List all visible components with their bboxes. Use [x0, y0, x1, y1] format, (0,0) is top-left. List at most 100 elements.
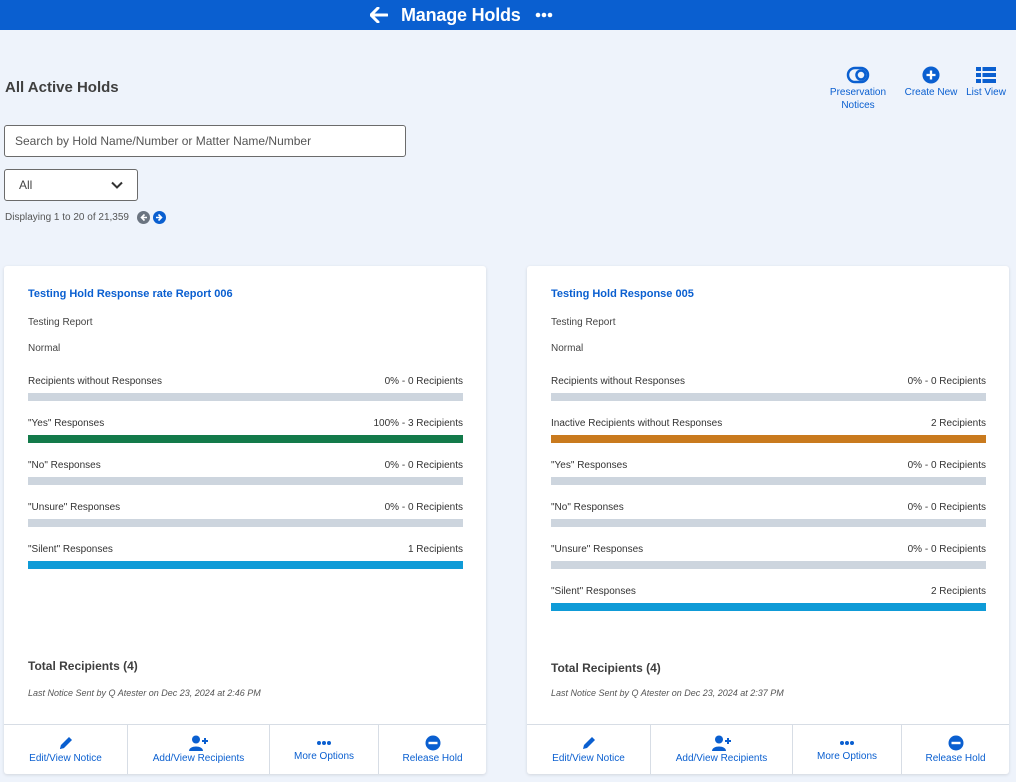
release-hold-label: Release Hold [925, 753, 986, 764]
more-horizontal-icon[interactable] [535, 5, 553, 25]
next-page-icon[interactable] [152, 211, 166, 224]
hold-name-link[interactable]: Testing Hold Response 005 [551, 288, 694, 300]
more-options-label: More Options [293, 751, 355, 762]
add-view-recipients-label: Add/View Recipients [675, 753, 768, 764]
metric-value: 0% - 0 Recipients [384, 376, 463, 387]
metric-bar [551, 561, 986, 569]
metric-bar [551, 603, 986, 611]
plus-circle-icon [922, 66, 940, 84]
metric-bar [28, 435, 463, 443]
list-grid-icon [976, 67, 996, 83]
metric-bar-fill [551, 603, 986, 611]
metric-label: "Yes" Responses [28, 418, 105, 429]
metric-row: "Silent" Responses 2 Recipients [551, 586, 986, 611]
top-bar-inner: Manage Holds [370, 0, 553, 30]
metric-label: "No" Responses [28, 460, 101, 471]
hold-priority: Normal [28, 343, 61, 354]
metric-bar [551, 519, 986, 527]
pencil-icon [59, 737, 72, 749]
ellipsis-icon [317, 741, 331, 745]
ellipsis-icon [840, 741, 854, 745]
more-options-label: More Options [816, 751, 878, 762]
metric-value: 100% - 3 Recipients [373, 418, 464, 429]
metric-value: 0% - 0 Recipients [907, 544, 986, 555]
matter-name: Testing Report [551, 317, 616, 328]
metric-label: "Unsure" Responses [28, 502, 121, 513]
total-recipients: Total Recipients (4) [551, 661, 661, 675]
add-view-recipients-button[interactable]: Add/View Recipients [651, 725, 793, 774]
hold-priority: Normal [551, 343, 584, 354]
last-notice: Last Notice Sent by Q Atester on Dec 23,… [28, 688, 261, 698]
metric-value: 0% - 0 Recipients [384, 502, 463, 513]
metric-value: 2 Recipients [930, 586, 986, 597]
create-new-label: Create New [904, 87, 958, 98]
page-title: All Active Holds [5, 79, 119, 96]
search-input[interactable] [4, 125, 406, 157]
hold-card: Testing Hold Response rate Report 006 Te… [4, 266, 486, 774]
metric-bar [551, 435, 986, 443]
pencil-icon [582, 737, 595, 749]
add-view-recipients-label: Add/View Recipients [152, 753, 245, 764]
list-view-button[interactable]: List View [964, 66, 1008, 112]
metric-label: Inactive Recipients without Responses [551, 418, 723, 429]
metric-value: 0% - 0 Recipients [907, 376, 986, 387]
preservation-notices-button[interactable]: Preservation Notices [828, 66, 888, 112]
minus-circle-icon [948, 735, 963, 751]
header-actions: Preservation Notices Create New List Vie… [828, 66, 1008, 112]
metric-row: "No" Responses 0% - 0 Recipients [551, 502, 986, 527]
last-notice: Last Notice Sent by Q Atester on Dec 23,… [551, 688, 784, 698]
metric-row: Recipients without Responses 0% - 0 Recip… [28, 376, 463, 401]
metric-bar [28, 561, 463, 569]
metric-label: "Silent" Responses [28, 544, 113, 555]
chevron-down-icon [111, 181, 123, 189]
edit-view-notice-label: Edit/View Notice [552, 753, 625, 764]
more-options-button[interactable]: More Options [270, 725, 379, 774]
status-filter-select[interactable]: All [4, 169, 138, 201]
metric-value: 0% - 0 Recipients [907, 502, 986, 513]
toggle-circles-icon [846, 66, 870, 84]
paging-text: Displaying 1 to 20 of 21,359 [5, 212, 129, 223]
card-footer: Edit/View Notice Add/View Recipients Mor… [527, 724, 1009, 774]
back-arrow-icon[interactable] [370, 5, 390, 25]
metric-bar [28, 393, 463, 401]
add-view-recipients-button[interactable]: Add/View Recipients [128, 725, 270, 774]
metric-row: Recipients without Responses 0% - 0 Recip… [551, 376, 986, 401]
metric-row: "Unsure" Responses 0% - 0 Recipients [28, 502, 463, 527]
more-options-button[interactable]: More Options [793, 725, 902, 774]
preservation-label-1: Preservation [829, 87, 887, 98]
metric-bar [551, 393, 986, 401]
edit-view-notice-button[interactable]: Edit/View Notice [527, 725, 651, 774]
metric-bar [28, 519, 463, 527]
hold-name-link[interactable]: Testing Hold Response rate Report 006 [28, 288, 233, 300]
metric-value: 2 Recipients [930, 418, 986, 429]
user-plus-icon [711, 735, 731, 751]
list-view-label: List View [966, 87, 1006, 98]
metric-row: "Unsure" Responses 0% - 0 Recipients [551, 544, 986, 569]
metric-row: "Yes" Responses 0% - 0 Recipients [551, 460, 986, 485]
previous-page-icon[interactable] [136, 211, 150, 224]
metric-row: "Yes" Responses 100% - 3 Recipients [28, 418, 463, 443]
create-new-button[interactable]: Create New [902, 66, 960, 112]
metric-bar-fill [28, 435, 463, 443]
metric-label: "No" Responses [551, 502, 624, 513]
metric-bar [551, 477, 986, 485]
metric-row: "No" Responses 0% - 0 Recipients [28, 460, 463, 485]
release-hold-button[interactable]: Release Hold [902, 725, 1009, 774]
user-plus-icon [188, 735, 208, 751]
metric-value: 1 Recipients [407, 544, 463, 555]
metric-label: "Unsure" Responses [551, 544, 644, 555]
release-hold-button[interactable]: Release Hold [379, 725, 486, 774]
edit-view-notice-button[interactable]: Edit/View Notice [4, 725, 128, 774]
matter-name: Testing Report [28, 317, 93, 328]
card-footer: Edit/View Notice Add/View Recipients Mor… [4, 724, 486, 774]
preservation-label-2: Notices [841, 100, 875, 111]
metric-bar-fill [551, 435, 986, 443]
metric-bar [28, 477, 463, 485]
metric-label: Recipients without Responses [551, 376, 685, 387]
metric-bar-fill [28, 561, 463, 569]
release-hold-label: Release Hold [402, 753, 463, 764]
status-filter-value: All [19, 178, 33, 192]
metric-value: 0% - 0 Recipients [907, 460, 986, 471]
metric-label: Recipients without Responses [28, 376, 162, 387]
total-recipients: Total Recipients (4) [28, 659, 138, 673]
